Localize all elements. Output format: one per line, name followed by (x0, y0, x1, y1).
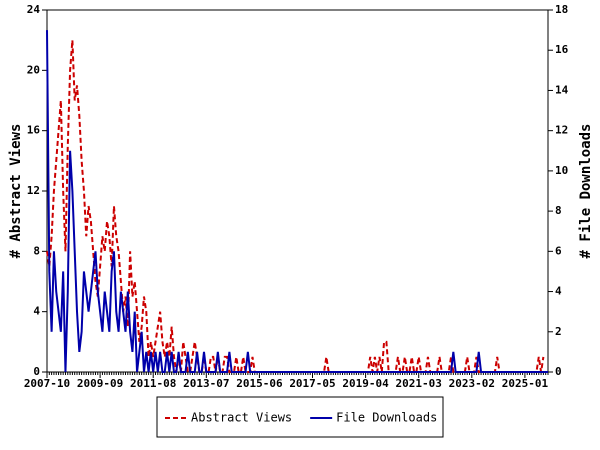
legend-label: File Downloads (336, 411, 437, 425)
x-tick-label: 2007-10 (24, 377, 70, 390)
y-tick-label: 16 (27, 124, 41, 137)
x-tick-label: 2019-04 (342, 377, 389, 390)
y2-tick-label: 18 (555, 3, 568, 16)
x-tick-label: 2021-03 (396, 377, 442, 390)
y-tick-label: 24 (27, 3, 41, 16)
x-tick-label: 2015-06 (236, 377, 283, 390)
y-tick-label: 12 (27, 184, 40, 197)
y2-tick-label: 2 (555, 325, 562, 338)
plot-area (46, 9, 549, 373)
y-tick-label: 8 (33, 244, 40, 257)
y2-tick-label: 16 (555, 43, 569, 56)
y-tick-label: 20 (27, 63, 40, 76)
y2-tick-label: 0 (555, 365, 562, 378)
x-tick-label: 2013-07 (183, 377, 229, 390)
x-tick-label: 2025-01 (502, 377, 549, 390)
y-tick-label: 0 (33, 365, 40, 378)
legend-box (156, 396, 444, 438)
x-tick-label: 2023-02 (449, 377, 495, 390)
y2-tick-label: 8 (555, 204, 562, 217)
x-tick-label: 2009-09 (77, 377, 123, 390)
y2-tick-label: 4 (555, 285, 562, 298)
series-line (46, 30, 548, 373)
x-tick-label: 2017-05 (289, 377, 335, 390)
y-axis-label: # Abstract Views (8, 124, 24, 259)
y2-tick-label: 10 (555, 164, 568, 177)
y-tick-label: 4 (33, 305, 40, 318)
y2-tick-label: 12 (555, 124, 568, 137)
y2-tick-label: 6 (555, 244, 562, 257)
y2-axis-label: # File Downloads (578, 124, 594, 259)
x-tick-label: 2011-08 (130, 377, 176, 390)
legend-label: Abstract Views (191, 411, 292, 425)
y2-tick-label: 14 (555, 83, 569, 96)
